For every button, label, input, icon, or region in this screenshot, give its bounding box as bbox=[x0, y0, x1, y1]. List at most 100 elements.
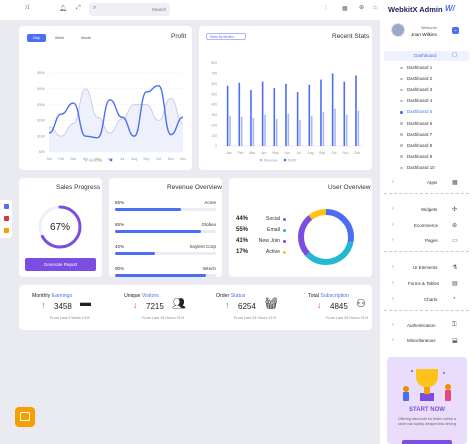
palette-icon[interactable] bbox=[4, 204, 9, 209]
sidebar-subitem-dashboard-7[interactable]: Dashboard 7 bbox=[407, 131, 433, 137]
donut-slice-new-join bbox=[298, 209, 354, 265]
user-row-label: New Join bbox=[258, 238, 280, 244]
stats-bar-profit bbox=[275, 119, 278, 146]
generate-report-button[interactable]: Generate Report bbox=[25, 258, 96, 271]
user-avatar[interactable] bbox=[391, 23, 405, 37]
theme-icon[interactable] bbox=[4, 228, 9, 233]
stats-y-tick: 200 bbox=[211, 123, 217, 127]
kpi-heading: Order Status bbox=[216, 293, 245, 299]
sidebar-item-authentication[interactable]: Authentication bbox=[407, 323, 436, 328]
stats-bar-revenue bbox=[296, 92, 299, 146]
kpi-value: 3458 bbox=[54, 302, 72, 311]
cash-icon: ▬ bbox=[80, 297, 91, 309]
charts-icon: ◔ bbox=[452, 296, 456, 302]
grid-icon[interactable]: ▦ bbox=[342, 6, 348, 12]
promo-button[interactable] bbox=[402, 440, 452, 444]
stats-x-tick: Nov bbox=[342, 151, 348, 155]
sidebar-item-widgets[interactable]: Widgets bbox=[421, 207, 438, 212]
search-placeholder: Search bbox=[151, 7, 166, 12]
sidebar-item-ui-elements[interactable]: UI Elements bbox=[413, 265, 438, 270]
profit-tab-week[interactable]: Week bbox=[55, 36, 65, 40]
shuffle-icon[interactable]: ⤨ bbox=[24, 5, 29, 11]
profit-tab-day[interactable]: Day bbox=[27, 34, 46, 42]
kpi-accent: Visitors bbox=[141, 293, 159, 299]
auth-icon: ⚿ bbox=[452, 322, 457, 328]
sidebar-item-charts[interactable]: Charts bbox=[424, 297, 438, 302]
brand-title: WebkitX Admin bbox=[388, 5, 443, 14]
sidebar-item-ecommerce[interactable]: Ecommerce bbox=[414, 223, 439, 228]
stats-bar-revenue bbox=[355, 75, 357, 146]
sidebar-item-dashboard[interactable] bbox=[384, 51, 469, 61]
revenue-bar-fill bbox=[115, 230, 201, 233]
stats-x-tick: May bbox=[272, 151, 279, 155]
globe-icon[interactable]: ⊕ bbox=[359, 5, 365, 11]
kpi-heading: Unique Visitors bbox=[124, 293, 159, 299]
sidebar-subitem-dashboard-9[interactable]: Dashboard 9 bbox=[407, 153, 433, 159]
stats-y-tick: 400 bbox=[211, 103, 217, 107]
profit-x-tick: Sep bbox=[143, 157, 149, 161]
user-icon[interactable]: ⌂ bbox=[373, 5, 377, 11]
sidebar-item-miscellaneous[interactable]: Miscellaneous bbox=[407, 338, 436, 343]
stats-bar-profit bbox=[229, 115, 231, 146]
stats-y-tick: 600 bbox=[211, 82, 217, 86]
search-box[interactable]: ⌕ Search bbox=[89, 3, 170, 16]
profit-chart: $50K$40K$30K$20K$10K$0KJanFebMarAprMayJu… bbox=[37, 71, 186, 162]
sidebar-subitem-dashboard-6[interactable]: Dashboard 6 bbox=[407, 120, 433, 126]
layout-icon[interactable] bbox=[4, 216, 9, 221]
generate-report-label: Generate Report bbox=[43, 262, 78, 267]
profit-x-tick: Nov bbox=[168, 157, 174, 161]
trophy-illustration bbox=[403, 369, 451, 401]
stats-bar-revenue bbox=[273, 87, 276, 146]
kpi-label: Unique bbox=[124, 293, 142, 299]
profit-tab-month[interactable]: Month bbox=[81, 36, 91, 40]
stats-x-tick: Dec bbox=[354, 151, 360, 155]
ecommerce-icon: ⊕ bbox=[452, 223, 458, 229]
profit-title: Profit bbox=[171, 33, 187, 40]
kpi-value: 6254 bbox=[238, 302, 256, 311]
user-menu-toggle[interactable]: ⌄ bbox=[452, 27, 459, 34]
stats-bar-revenue bbox=[285, 83, 287, 146]
sidebar-subitem-dashboard-3[interactable]: Dashboard 3 bbox=[407, 87, 433, 93]
kpi-label: Order bbox=[216, 293, 231, 299]
stats-bar-revenue bbox=[308, 84, 311, 146]
revenue-bar-fill bbox=[115, 274, 206, 277]
sidebar-subitem-dashboard-8[interactable]: Dashboard 8 bbox=[407, 142, 433, 148]
sidebar-subitem-dashboard-10[interactable]: Dashboard 10 bbox=[407, 164, 435, 170]
stats-filter-select[interactable]: Show By Months bbox=[206, 33, 246, 40]
submenu-bullet bbox=[400, 144, 403, 147]
sidebar-subitem-dashboard-5[interactable]: Dashboard 5 bbox=[407, 109, 433, 115]
stats-x-tick: Jul bbox=[297, 151, 302, 155]
sidebar-subitem-dashboard-1[interactable]: Dashboard 1 bbox=[407, 65, 433, 70]
revenue-row-name: Globex bbox=[201, 222, 216, 227]
submenu-bullet bbox=[400, 99, 403, 103]
submenu-bullet bbox=[400, 66, 403, 70]
kpi-value: 7215 bbox=[146, 302, 164, 311]
stats-y-tick: 700 bbox=[211, 72, 217, 76]
ui-icon: ⚗ bbox=[452, 265, 458, 271]
kpi-accent: Earnings bbox=[51, 293, 73, 299]
stats-title: Recent Stats bbox=[332, 33, 370, 40]
stats-x-tick: Jun bbox=[284, 151, 290, 155]
sidebar-item-pages[interactable]: Pages bbox=[425, 238, 438, 243]
user-row-percent: 41% bbox=[236, 238, 249, 244]
profit-y-tick: $50K bbox=[37, 71, 46, 75]
revenue-bar-fill bbox=[115, 252, 156, 255]
sidebar-item-apps[interactable]: Apps bbox=[427, 180, 438, 185]
user-row-dot bbox=[283, 228, 286, 232]
stats-bar-profit bbox=[345, 114, 348, 146]
sidebar-subitem-dashboard-2[interactable]: Dashboard 2 bbox=[407, 76, 433, 82]
sales-percent: 67% bbox=[49, 222, 70, 233]
stats-bar-revenue bbox=[250, 89, 252, 146]
kpi-label: Monthly bbox=[32, 293, 52, 299]
sidebar-subitem-dashboard-4[interactable]: Dashboard 4 bbox=[407, 98, 433, 104]
expand-icon[interactable]: ⤢ bbox=[76, 5, 81, 11]
bell-icon[interactable]: 🔔︎ bbox=[59, 6, 67, 12]
ui-arrow-icon: › bbox=[392, 264, 394, 270]
sliders-icon[interactable]: ⫶ bbox=[325, 5, 327, 11]
stats-bar-profit bbox=[299, 120, 301, 146]
stats-x-tick: Apr bbox=[261, 151, 267, 155]
sidebar-item-forms[interactable]: Forms & Tables bbox=[408, 281, 440, 286]
sidebar-divider-1 bbox=[384, 193, 469, 194]
user-row-label: Social bbox=[265, 216, 280, 222]
user-name: Joan Wilkins bbox=[411, 32, 437, 37]
